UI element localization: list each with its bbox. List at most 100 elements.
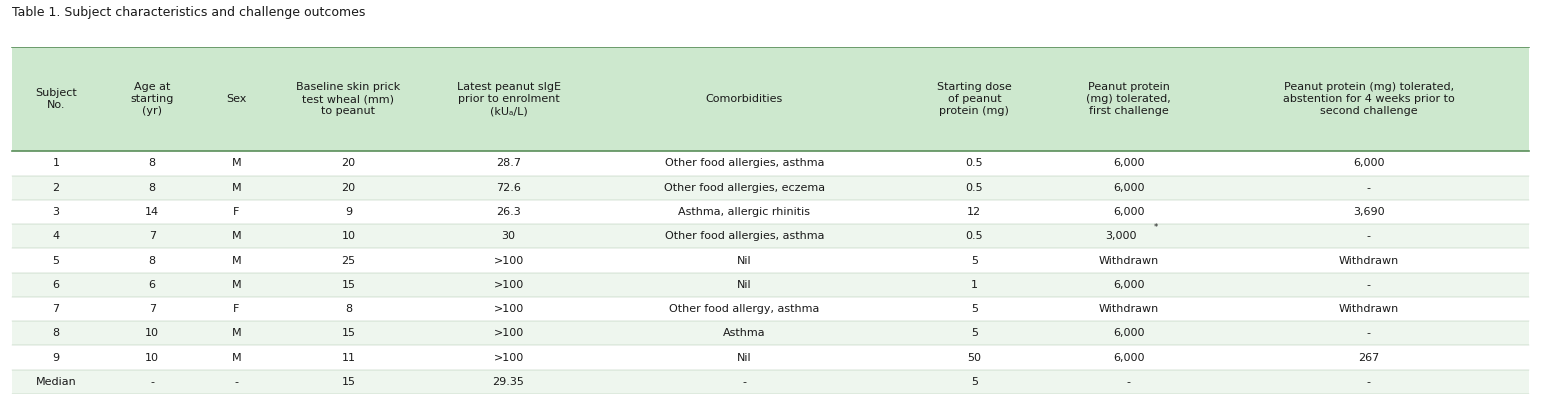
Text: Other food allergies, asthma: Other food allergies, asthma — [664, 231, 824, 241]
Text: Withdrawn: Withdrawn — [1339, 304, 1399, 314]
Text: 5: 5 — [52, 256, 60, 266]
Text: 10: 10 — [342, 231, 356, 241]
Text: 6,000: 6,000 — [1113, 183, 1145, 193]
Text: Subject
No.: Subject No. — [35, 88, 77, 110]
Text: 26.3: 26.3 — [496, 207, 521, 217]
Text: Withdrawn: Withdrawn — [1339, 256, 1399, 266]
Text: M: M — [231, 231, 242, 241]
Text: 0.5: 0.5 — [966, 183, 983, 193]
Text: 8: 8 — [52, 328, 60, 338]
Text: Asthma: Asthma — [723, 328, 766, 338]
Text: >100: >100 — [493, 328, 524, 338]
Text: 15: 15 — [342, 280, 356, 290]
Text: 0.5: 0.5 — [966, 231, 983, 241]
Text: F: F — [233, 207, 239, 217]
Text: M: M — [231, 158, 242, 168]
Bar — [12, 297, 1529, 321]
Text: Withdrawn: Withdrawn — [1099, 256, 1159, 266]
Text: 8: 8 — [148, 183, 156, 193]
Text: 25: 25 — [342, 256, 356, 266]
Text: 12: 12 — [968, 207, 982, 217]
Text: 7: 7 — [52, 304, 60, 314]
Text: *: * — [1154, 223, 1159, 232]
Text: 1: 1 — [52, 158, 60, 168]
Text: 5: 5 — [971, 328, 979, 338]
Text: Starting dose
of peanut
protein (mg): Starting dose of peanut protein (mg) — [937, 82, 1012, 116]
Text: 15: 15 — [342, 377, 356, 387]
Text: F: F — [233, 304, 239, 314]
Text: M: M — [231, 256, 242, 266]
Text: 6,000: 6,000 — [1113, 328, 1145, 338]
Bar — [12, 200, 1529, 224]
Text: -: - — [743, 377, 746, 387]
Text: 267: 267 — [1358, 353, 1379, 362]
Text: 11: 11 — [342, 353, 356, 362]
Text: Table 1. Subject characteristics and challenge outcomes: Table 1. Subject characteristics and cha… — [12, 6, 365, 19]
Text: 6,000: 6,000 — [1113, 207, 1145, 217]
Text: 20: 20 — [342, 183, 356, 193]
Bar — [12, 321, 1529, 346]
Text: 8: 8 — [148, 158, 156, 168]
Bar — [12, 151, 1529, 176]
Text: Other food allergies, eczema: Other food allergies, eczema — [664, 183, 824, 193]
Text: 20: 20 — [342, 158, 356, 168]
Text: 3,000: 3,000 — [1105, 231, 1137, 241]
Text: 72.6: 72.6 — [496, 183, 521, 193]
Text: Age at
starting
(yr): Age at starting (yr) — [131, 82, 174, 116]
Text: Nil: Nil — [737, 256, 752, 266]
Text: 8: 8 — [148, 256, 156, 266]
Text: Median: Median — [35, 377, 77, 387]
Text: 2: 2 — [52, 183, 60, 193]
Text: 3: 3 — [52, 207, 60, 217]
Text: Asthma, allergic rhinitis: Asthma, allergic rhinitis — [678, 207, 811, 217]
Text: >100: >100 — [493, 304, 524, 314]
Text: 6,000: 6,000 — [1113, 353, 1145, 362]
Text: Baseline skin prick
test wheal (mm)
to peanut: Baseline skin prick test wheal (mm) to p… — [296, 82, 401, 116]
Text: Comorbidities: Comorbidities — [706, 94, 783, 104]
Text: 28.7: 28.7 — [496, 158, 521, 168]
Text: 7: 7 — [148, 231, 156, 241]
Text: 29.35: 29.35 — [493, 377, 524, 387]
Text: Other food allergies, asthma: Other food allergies, asthma — [664, 158, 824, 168]
Text: 30: 30 — [501, 231, 516, 241]
Text: Peanut protein
(mg) tolerated,
first challenge: Peanut protein (mg) tolerated, first cha… — [1086, 82, 1171, 116]
Bar — [12, 273, 1529, 297]
Text: >100: >100 — [493, 256, 524, 266]
Bar — [12, 346, 1529, 370]
Bar — [12, 224, 1529, 248]
Text: Latest peanut sIgE
prior to enrolment
(kUₐ/L): Latest peanut sIgE prior to enrolment (k… — [456, 82, 561, 116]
Text: 9: 9 — [52, 353, 60, 362]
Bar — [12, 248, 1529, 273]
Text: -: - — [1367, 280, 1370, 290]
Text: 6: 6 — [52, 280, 60, 290]
Text: Other food allergy, asthma: Other food allergy, asthma — [669, 304, 820, 314]
Text: -: - — [1367, 231, 1370, 241]
Text: 5: 5 — [971, 256, 979, 266]
Text: M: M — [231, 280, 242, 290]
Text: -: - — [1367, 377, 1370, 387]
Text: 3,690: 3,690 — [1353, 207, 1384, 217]
Text: 9: 9 — [345, 207, 351, 217]
Text: -: - — [149, 377, 154, 387]
Text: 6,000: 6,000 — [1353, 158, 1384, 168]
Text: -: - — [1367, 328, 1370, 338]
Text: 15: 15 — [342, 328, 356, 338]
Text: M: M — [231, 328, 242, 338]
Text: Peanut protein (mg) tolerated,
abstention for 4 weeks prior to
second challenge: Peanut protein (mg) tolerated, abstentio… — [1282, 82, 1455, 116]
Text: 1: 1 — [971, 280, 979, 290]
Text: 4: 4 — [52, 231, 60, 241]
Text: 50: 50 — [968, 353, 982, 362]
Text: 5: 5 — [971, 304, 979, 314]
Text: >100: >100 — [493, 280, 524, 290]
Text: 14: 14 — [145, 207, 159, 217]
Text: >100: >100 — [493, 353, 524, 362]
Text: M: M — [231, 353, 242, 362]
Text: 7: 7 — [148, 304, 156, 314]
Text: Nil: Nil — [737, 353, 752, 362]
Text: 10: 10 — [145, 328, 159, 338]
Text: 8: 8 — [345, 304, 351, 314]
Text: 10: 10 — [145, 353, 159, 362]
Text: M: M — [231, 183, 242, 193]
Text: 5: 5 — [971, 377, 979, 387]
Text: -: - — [1367, 183, 1370, 193]
